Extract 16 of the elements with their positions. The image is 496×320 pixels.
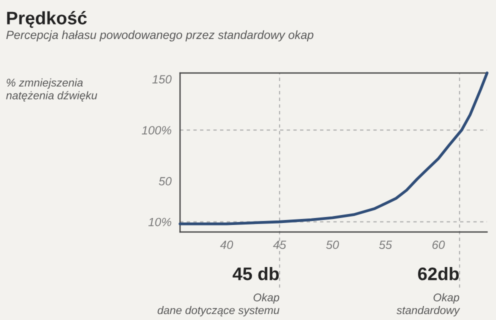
chart-title: Prędkość (7, 11, 87, 28)
text: 45 db (232, 266, 279, 280)
y-tick-label: 10% (148, 218, 172, 226)
x-tick-label: 50 (326, 240, 339, 250)
text: 62db (418, 266, 459, 280)
text: Okap dane dotyczące systemu (158, 293, 280, 316)
chart-subtitle: Percepcja hałasu powodowanego przez standardowy okap (6, 30, 314, 42)
y-tick-label: 150 (152, 75, 172, 84)
x-tick-label: 45 (273, 240, 286, 250)
x-tick-label: 55 (379, 240, 392, 250)
y-tick-label: 100% (142, 126, 172, 134)
text: Okap standardowy (396, 293, 460, 316)
y-tick-label: 50 (158, 177, 172, 186)
y-axis-title: % zmniejszenia natężenia dźwięku (6, 78, 98, 102)
x-tick-label: 60 (432, 240, 445, 250)
x-tick-label: 40 (220, 240, 234, 250)
